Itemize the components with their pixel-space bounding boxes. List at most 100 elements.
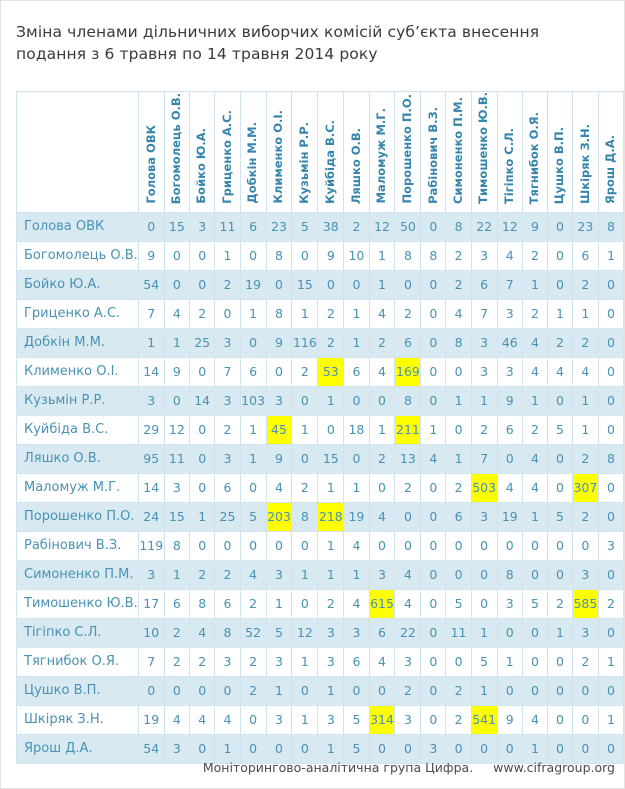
table-cell: 4 <box>394 588 422 619</box>
table-row: Богомолець О.В. 9 0 0 1 0 8 0 9 10 1 8 8 2 3 4 2 0 6 1 <box>16 240 625 271</box>
table-cell: 1 <box>496 646 523 677</box>
table-cell: 2 <box>214 269 241 300</box>
table-cell: 2 <box>239 675 267 706</box>
table-cell: 0 <box>239 530 267 561</box>
table-cell: 7 <box>470 298 498 329</box>
table-cell: 0 <box>317 414 345 445</box>
table-cell: 4 <box>394 559 422 590</box>
table-cell: 6 <box>343 356 370 387</box>
table-cell: 1 <box>343 559 370 590</box>
table-cell: 0 <box>239 327 267 358</box>
table-cell: 0 <box>214 675 241 706</box>
row-label: Цушко В.П. <box>16 675 139 706</box>
table-cell: 3 <box>265 559 293 590</box>
table-cell: 15 <box>163 501 191 532</box>
table-row: Порошенко П.О. 24 15 1 25 5 203 8 218 19 4 0 0 6 3 19 1 5… <box>16 501 625 532</box>
table-cell: 0 <box>597 559 625 590</box>
table-cell: 0 <box>265 356 293 387</box>
table-cell: 8 <box>394 240 422 271</box>
table-cell: 3 <box>394 704 422 735</box>
column-header-label: Гриценко А.С. <box>219 110 234 204</box>
table-cell: 0 <box>265 530 293 561</box>
table-cell: 1 <box>571 414 599 445</box>
table-cell: 4 <box>368 646 396 677</box>
table-cell: 11 <box>214 211 241 242</box>
table-cell: 5 <box>343 704 370 735</box>
table-cell: 0 <box>189 356 216 387</box>
table-cell: 10 <box>137 617 165 648</box>
table-cell: 0 <box>368 385 396 416</box>
table-cell: 0 <box>420 646 447 677</box>
table-cell: 54 <box>137 733 165 764</box>
table-cell: 503 <box>470 472 498 503</box>
table-cell: 10 <box>343 240 370 271</box>
table-cell: 4 <box>496 472 523 503</box>
table-cell: 1 <box>291 414 319 445</box>
table-cell: 2 <box>521 414 548 445</box>
column-header-label: Тимошенко Ю.В. <box>476 92 491 204</box>
table-cell: 23 <box>571 211 599 242</box>
table-cell: 1 <box>291 559 319 590</box>
table-cell: 0 <box>163 269 191 300</box>
table-cell: 1 <box>317 385 345 416</box>
table-cell: 0 <box>420 530 447 561</box>
table-cell: 8 <box>163 530 191 561</box>
table-cell: 0 <box>189 269 216 300</box>
table-cell: 0 <box>597 472 625 503</box>
table-cell: 4 <box>521 443 548 474</box>
table-cell: 1 <box>214 733 241 764</box>
table-cell: 0 <box>420 298 447 329</box>
table-cell: 0 <box>420 269 447 300</box>
table-cell: 615 <box>368 588 396 619</box>
table-cell: 4 <box>163 298 191 329</box>
column-header: Кузьмін Р.Р. <box>291 91 319 213</box>
table-cell: 0 <box>394 501 422 532</box>
table-cell: 5 <box>291 211 319 242</box>
table-cell: 0 <box>546 443 573 474</box>
table-cell: 1 <box>291 704 319 735</box>
table-cell: 0 <box>597 327 625 358</box>
table-cell: 6 <box>571 240 599 271</box>
row-label: Тігіпко С.Л. <box>16 617 139 648</box>
table-cell: 0 <box>571 675 599 706</box>
table-cell: 0 <box>189 675 216 706</box>
table-row: Симоненко П.М. 3 1 2 2 4 3 1 1 1 3 4 0 0 0 8 0 0 3 0 <box>16 559 625 590</box>
table-cell: 4 <box>445 298 472 329</box>
table-cell: 6 <box>368 617 396 648</box>
table-cell: 1 <box>368 414 396 445</box>
column-header-label: Цушко В.П. <box>552 126 567 204</box>
table-cell: 8 <box>496 559 523 590</box>
table-cell: 1 <box>343 298 370 329</box>
table-cell: 2 <box>214 559 241 590</box>
table-cell: 3 <box>265 385 293 416</box>
table-cell: 9 <box>317 240 345 271</box>
table-cell: 3 <box>214 443 241 474</box>
table-cell: 0 <box>496 617 523 648</box>
table-cell: 1 <box>239 298 267 329</box>
table-cell: 0 <box>239 240 267 271</box>
column-header-label: Шкіряк З.Н. <box>577 123 592 204</box>
table-cell: 0 <box>189 240 216 271</box>
table-cell: 3 <box>597 530 625 561</box>
column-header-label: Тігіпко С.Л. <box>502 127 517 204</box>
table-cell: 22 <box>394 617 422 648</box>
table-cell: 0 <box>343 269 370 300</box>
table-cell: 3 <box>571 617 599 648</box>
column-header: Богомолець О.В. <box>163 91 191 213</box>
table-cell: 1 <box>521 269 548 300</box>
table-cell: 3 <box>189 211 216 242</box>
table-cell: 1 <box>163 559 191 590</box>
table-cell: 119 <box>137 530 165 561</box>
table-cell: 2 <box>571 327 599 358</box>
table-cell: 0 <box>546 704 573 735</box>
table-row: Куйбіда В.С. 29 12 0 2 1 45 1 0 18 1 211 1 0 2 6 2 5 1 0 <box>16 414 625 445</box>
table-cell: 1 <box>597 704 625 735</box>
table-cell: 1 <box>571 298 599 329</box>
table-cell: 23 <box>265 211 293 242</box>
table-cell: 3 <box>470 356 498 387</box>
table-cell: 8 <box>189 588 216 619</box>
row-label: Клименко О.І. <box>16 356 139 387</box>
table-cell: 2 <box>239 588 267 619</box>
column-header: Голова ОВК <box>137 91 165 213</box>
table-cell: 4 <box>163 704 191 735</box>
